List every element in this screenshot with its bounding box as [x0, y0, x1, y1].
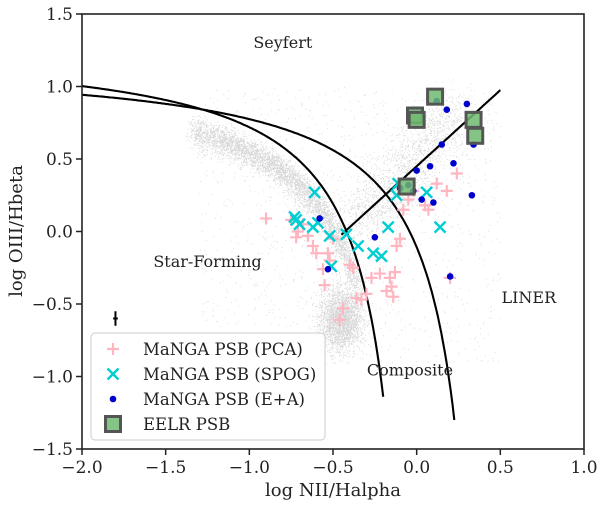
region-label-star-forming: Star-Forming: [153, 252, 261, 271]
point-plus-25: [402, 193, 415, 206]
point-x-3: [293, 217, 306, 231]
legend-marker-2: [106, 367, 120, 381]
point-plus-30: [440, 184, 453, 197]
region-label-composite: Composite: [367, 361, 453, 380]
point-circle-1: [316, 215, 323, 222]
legend-marker-1: [107, 343, 119, 355]
legend-label-2: MaNGA PSB (SPOG): [143, 365, 316, 384]
point-square-5: [464, 110, 483, 129]
point-plus-5: [310, 247, 323, 260]
series-4: [397, 87, 485, 196]
point-square-3: [407, 110, 426, 129]
x-tick-label: −0.5: [312, 458, 353, 478]
point-x-12: [375, 249, 388, 263]
dividing-line-2: [82, 93, 456, 421]
point-circle-12: [438, 141, 446, 148]
point-circle-16: [468, 191, 476, 199]
point-circle-13: [443, 106, 451, 113]
point-x-7: [323, 229, 337, 243]
legend-box: [90, 332, 326, 441]
y-tick-label: −1.5: [32, 440, 73, 460]
point-square-4-square: [426, 87, 445, 106]
legend: MaNGA PSB (PCA) MaNGA PSB (SPOG) MaNGA PSB…: [90, 332, 326, 441]
x-tick-label: 0.0: [403, 458, 430, 478]
y-tick-label: 0.5: [46, 150, 73, 170]
legend-label-1: MaNGA PSB (PCA): [143, 340, 303, 359]
legend-label-3: MaNGA PSB (E+A): [143, 390, 305, 409]
point-circle-2: [324, 265, 332, 273]
error-bar-marker: [113, 311, 118, 326]
point-plus-10: [333, 313, 346, 326]
region-label-liner: LINER: [501, 288, 557, 307]
point-plus-1: [290, 231, 303, 244]
legend-marker-4-square: [104, 415, 122, 433]
point-circle-3: [371, 234, 379, 241]
error-bar: [113, 311, 118, 326]
point-plus-38: [385, 280, 398, 293]
point-plus-15: [360, 287, 373, 300]
region-label-seyfert: Seyfert: [253, 33, 313, 52]
point-circle-9: [426, 162, 434, 170]
legend-marker-4: [104, 415, 122, 433]
point-x-11: [366, 246, 380, 260]
point-circle-7: [413, 167, 420, 174]
axis-ticks: −2.0 −1.5 −1.0 −0.5 0.0 0.5 1.0−1.5−1.0−0.50.0…: [32, 5, 598, 478]
point-circle-14: [450, 160, 457, 167]
y-tick-label: 1.0: [46, 78, 73, 98]
legend-marker-3: [109, 395, 117, 403]
point-plus-24: [397, 203, 410, 216]
point-x-10: [351, 239, 365, 253]
point-circle-15: [463, 100, 471, 108]
point-x-16: [420, 186, 434, 199]
point-plus-28: [422, 203, 435, 216]
series-2: [288, 177, 447, 273]
point-square-4: [426, 87, 445, 106]
point-circle-18: [446, 273, 454, 280]
y-axis-label: log OIII/Hbeta: [6, 165, 27, 297]
y-tick-label: 0.0: [46, 223, 73, 243]
legend-label-4: EELR PSB: [143, 415, 230, 434]
point-circle-10: [430, 199, 437, 206]
point-circle-8: [418, 196, 425, 203]
point-plus-21: [388, 266, 401, 279]
region-labels: Seyfert Star-Forming LINER Composite: [153, 33, 557, 380]
x-axis-label: log NII/Halpha: [265, 480, 401, 501]
point-plus-37: [347, 261, 360, 274]
data-points: [260, 87, 485, 326]
point-plus-4: [306, 240, 319, 252]
point-square-6: [466, 126, 485, 145]
x-tick-label: −1.5: [145, 458, 186, 478]
x-tick-label: 0.5: [487, 458, 514, 478]
x-tick-label: −2.0: [61, 458, 102, 478]
point-square-5-square: [464, 110, 483, 129]
point-x-13: [381, 220, 395, 234]
point-plus-16: [365, 271, 378, 284]
point-square-3-square: [407, 110, 426, 129]
point-x-17: [433, 220, 447, 234]
point-plus-7: [318, 279, 331, 292]
point-plus-23: [393, 232, 406, 245]
y-tick-label: 1.5: [46, 5, 73, 25]
point-plus-17: [373, 267, 386, 280]
point-x-9: [340, 228, 353, 241]
dividing-line-1: [82, 85, 385, 397]
point-x-5: [308, 186, 321, 199]
point-plus-22: [390, 240, 403, 252]
point-plus-32: [450, 167, 463, 180]
y-tick-label: −1.0: [32, 368, 73, 388]
y-tick-label: −0.5: [32, 295, 73, 315]
point-square-1-square: [397, 177, 416, 196]
point-plus-33: [260, 212, 273, 225]
point-plus-20: [387, 290, 400, 303]
point-plus-11: [337, 302, 350, 315]
point-square-1: [397, 177, 416, 196]
point-square-6-square: [466, 126, 485, 145]
x-tick-label: 1.0: [570, 458, 597, 478]
point-plus-8: [321, 247, 334, 260]
x-tick-label: −1.0: [229, 458, 270, 478]
point-plus-29: [430, 177, 443, 190]
